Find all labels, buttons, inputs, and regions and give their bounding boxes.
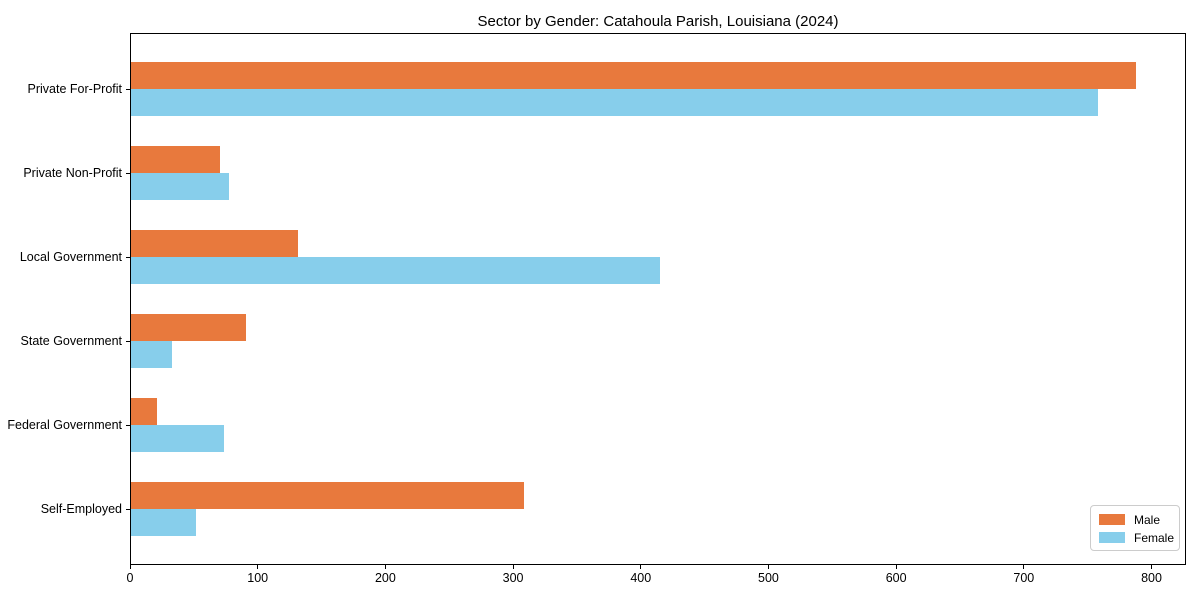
x-tick-label-400: 400	[630, 571, 652, 585]
legend-swatch-male	[1099, 514, 1125, 525]
x-tick-label-700: 700	[1013, 571, 1035, 585]
y-label-state-government: State Government	[20, 334, 122, 348]
y-label-federal-government: Federal Government	[7, 418, 122, 432]
x-tick-mark	[384, 565, 386, 569]
x-tick-label-600: 600	[885, 571, 907, 585]
y-label-private-for-profit: Private For-Profit	[27, 82, 122, 96]
x-tick-mark	[1023, 565, 1025, 569]
bar-female-private-for-profit	[131, 89, 1098, 116]
y-label-private-non-profit: Private Non-Profit	[23, 166, 122, 180]
x-tick-label-300: 300	[502, 571, 524, 585]
x-tick-label-100: 100	[247, 571, 269, 585]
legend-label-female: Female	[1134, 530, 1175, 545]
x-tick-label-0: 0	[126, 571, 134, 585]
plot-area	[130, 33, 1186, 565]
bar-female-federal-government	[131, 425, 225, 452]
bar-male-local-government	[131, 230, 299, 257]
bar-male-self-employed	[131, 482, 525, 509]
y-label-self-employed: Self-Employed	[40, 502, 122, 516]
legend: Male Female	[1090, 505, 1180, 551]
legend-swatch-female	[1099, 532, 1125, 543]
y-label-local-government: Local Government	[19, 250, 122, 264]
x-tick-label-800: 800	[1141, 571, 1162, 585]
y-tick-mark	[126, 341, 130, 342]
bar-male-state-government	[131, 314, 246, 341]
bar-female-state-government	[131, 341, 172, 368]
y-tick-mark	[126, 173, 130, 174]
y-tick-mark	[126, 425, 130, 426]
bar-female-self-employed	[131, 509, 197, 536]
x-tick-mark	[767, 565, 769, 569]
x-tick-mark	[640, 565, 642, 569]
bar-male-private-for-profit	[131, 62, 1136, 89]
x-tick-label-200: 200	[374, 571, 396, 585]
bar-female-private-non-profit	[131, 173, 230, 200]
y-tick-mark	[126, 257, 130, 258]
x-tick-mark	[129, 565, 131, 569]
y-tick-mark	[126, 89, 130, 90]
legend-entry-male: Male	[1099, 512, 1171, 527]
x-tick-mark	[512, 565, 514, 569]
chart-title: Sector by Gender: Catahoula Parish, Loui…	[477, 13, 839, 30]
x-tick-mark	[895, 565, 897, 569]
bar-male-private-non-profit	[131, 146, 221, 173]
legend-label-male: Male	[1134, 512, 1161, 527]
bar-female-local-government	[131, 257, 660, 284]
bar-male-federal-government	[131, 398, 157, 425]
y-tick-mark	[126, 509, 130, 510]
x-tick-mark	[257, 565, 259, 569]
legend-entry-female: Female	[1099, 530, 1175, 545]
x-tick-mark	[1151, 565, 1153, 569]
x-tick-label-500: 500	[758, 571, 779, 585]
